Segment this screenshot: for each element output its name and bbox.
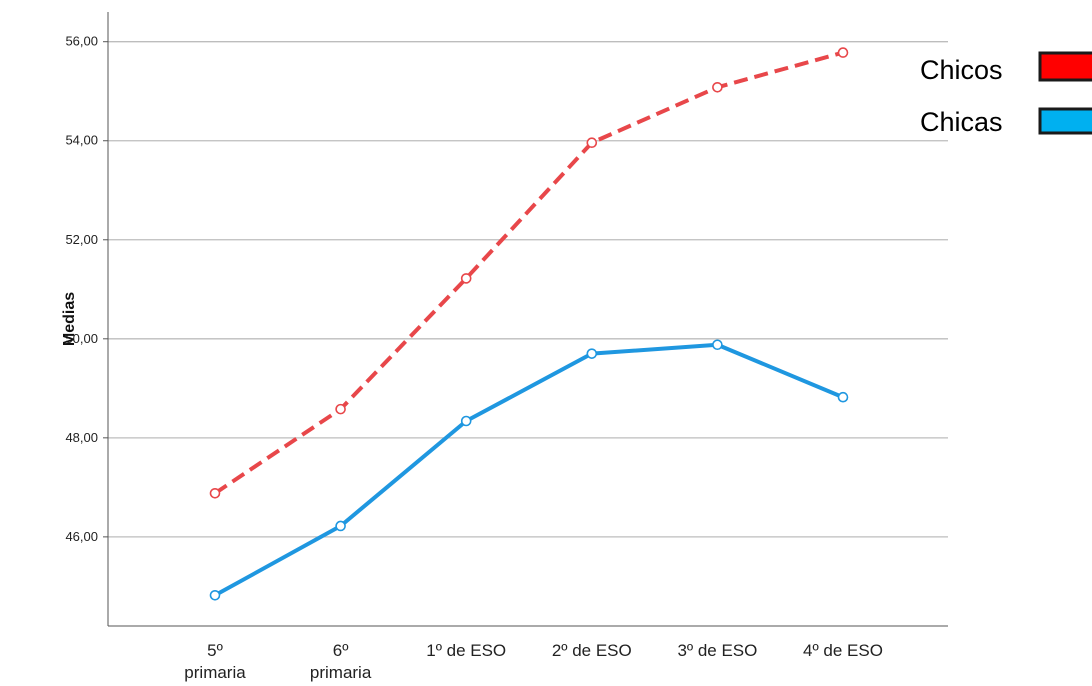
y-tick-label: 52,00 [65,232,98,247]
series-line-chicos [213,50,844,495]
data-point-chicos [209,487,221,499]
data-point-chicos [335,403,346,415]
grid-lines [108,41,948,538]
y-tick-labels: 46,00 48,00 50,00 52,00 54,00 56,00 [65,34,108,544]
legend-swatch-chicos [1038,51,1092,82]
data-point-chicos [586,137,598,149]
y-tick-label: 56,00 [65,34,98,49]
data-point-chicas [460,415,472,427]
data-point-chicas [209,589,221,601]
y-tick-label: 50,00 [65,331,98,346]
series-group [209,47,849,601]
x-tick-label: 3º de ESO [677,641,757,660]
series-line-chicas [214,342,844,598]
legend-label-chicas: Chicas [920,107,1003,137]
data-point-chicas [837,391,849,403]
legend-swatch-chicas [1038,107,1092,135]
y-tick-label: 46,00 [65,529,98,544]
legend: Chicos Chicas [920,51,1092,137]
y-axis-label: Medias [61,292,78,346]
x-tick-labels: 5º primaria 6º primaria 1º de ESO 2º de ESO 3º… [184,641,883,682]
x-tick-label: 5º primaria [184,641,246,682]
data-point-chicas [335,520,346,532]
y-tick-label: 54,00 [65,133,98,148]
x-tick-label: 2º de ESO [552,641,632,660]
data-point-chicas [586,348,598,359]
data-point-chicos [712,81,723,93]
x-tick-label: 6º primaria [310,641,372,682]
data-point-chicos [837,47,849,58]
x-tick-label: 1º de ESO [426,641,506,660]
x-tick-label: 4º de ESO [803,641,883,660]
y-tick-label: 48,00 [65,430,98,445]
legend-label-chicos: Chicos [920,55,1003,85]
data-point-chicas [712,339,723,351]
data-point-chicos [460,273,472,284]
